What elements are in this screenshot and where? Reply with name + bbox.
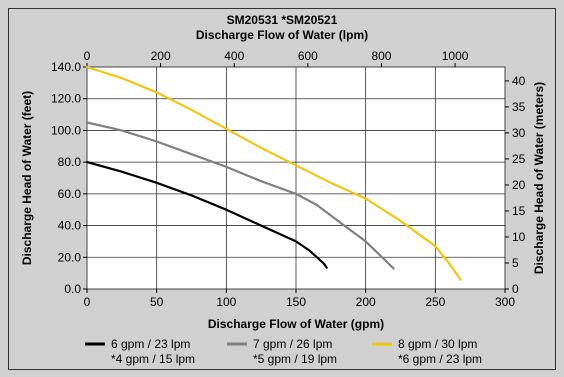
tick-label-bottom: 200 — [356, 295, 376, 309]
chart-title-line2: Discharge Flow of Water (lpm) — [196, 28, 368, 42]
tick-label-top: 800 — [371, 49, 391, 63]
tick-label-right: 15 — [512, 204, 526, 218]
bottom-axis-ticks: 0 50 100 150 200 250 300 — [84, 289, 516, 309]
tick-label-right: 40 — [512, 74, 526, 88]
tick-label-right: 10 — [512, 230, 526, 244]
legend-sublabel-1: *4 gpm / 15 lpm — [111, 352, 195, 366]
tick-label-left: 40.0 — [58, 219, 82, 233]
top-axis-ticks: 0 200 400 600 800 1000 — [84, 49, 469, 67]
tick-label-right: 25 — [512, 152, 526, 166]
legend: 6 gpm / 23 lpm*4 gpm / 15 lpm 7 gpm / 26 … — [85, 337, 482, 366]
legend-label-1: 6 gpm / 23 lpm — [111, 337, 190, 351]
tick-label-bottom: 100 — [216, 295, 236, 309]
right-axis-ticks: 0 5 10 15 20 25 30 35 40 — [505, 74, 526, 296]
left-axis-ticks: 0.0 20.0 40.0 60.0 80.0 100.0 120.0 140.0 — [51, 60, 87, 296]
tick-label-top: 600 — [298, 49, 318, 63]
tick-label-right: 35 — [512, 100, 526, 114]
tick-label-left: 100.0 — [51, 123, 81, 137]
tick-label-top: 400 — [224, 49, 244, 63]
x-axis-title: Discharge Flow of Water (gpm) — [208, 317, 384, 331]
legend-label-2: 7 gpm / 26 lpm — [253, 337, 332, 351]
tick-label-top: 0 — [84, 49, 91, 63]
discharge-chart: SM20531 *SM20521 Discharge Flow of Water… — [9, 9, 555, 369]
tick-label-top: 1000 — [442, 49, 469, 63]
tick-label-bottom: 250 — [425, 295, 445, 309]
tick-label-left: 60.0 — [58, 187, 82, 201]
tick-label-left: 20.0 — [58, 250, 82, 264]
tick-label-left: 0.0 — [64, 282, 81, 296]
tick-label-left: 120.0 — [51, 92, 81, 106]
tick-label-right: 5 — [512, 256, 519, 270]
tick-label-right: 30 — [512, 126, 526, 140]
tick-label-top: 200 — [151, 49, 171, 63]
tick-label-bottom: 0 — [84, 295, 91, 309]
tick-label-right: 0 — [512, 282, 519, 296]
left-y-axis-title: Discharge Head of Water (feet) — [20, 91, 34, 265]
tick-label-bottom: 300 — [495, 295, 515, 309]
tick-label-bottom: 150 — [286, 295, 306, 309]
right-y-axis-title: Discharge Head of Water (meters) — [532, 82, 546, 274]
tick-label-bottom: 50 — [150, 295, 164, 309]
tick-label-left: 80.0 — [58, 155, 82, 169]
chart-frame: SM20531 *SM20521 Discharge Flow of Water… — [8, 8, 556, 370]
legend-sublabel-3: *6 gpm / 23 lpm — [398, 352, 482, 366]
legend-label-3: 8 gpm / 30 lpm — [398, 337, 477, 351]
chart-title-line1: SM20531 *SM20521 — [227, 13, 338, 27]
legend-sublabel-2: *5 gpm / 19 lpm — [253, 352, 337, 366]
tick-label-left: 140.0 — [51, 60, 81, 74]
tick-label-right: 20 — [512, 178, 526, 192]
